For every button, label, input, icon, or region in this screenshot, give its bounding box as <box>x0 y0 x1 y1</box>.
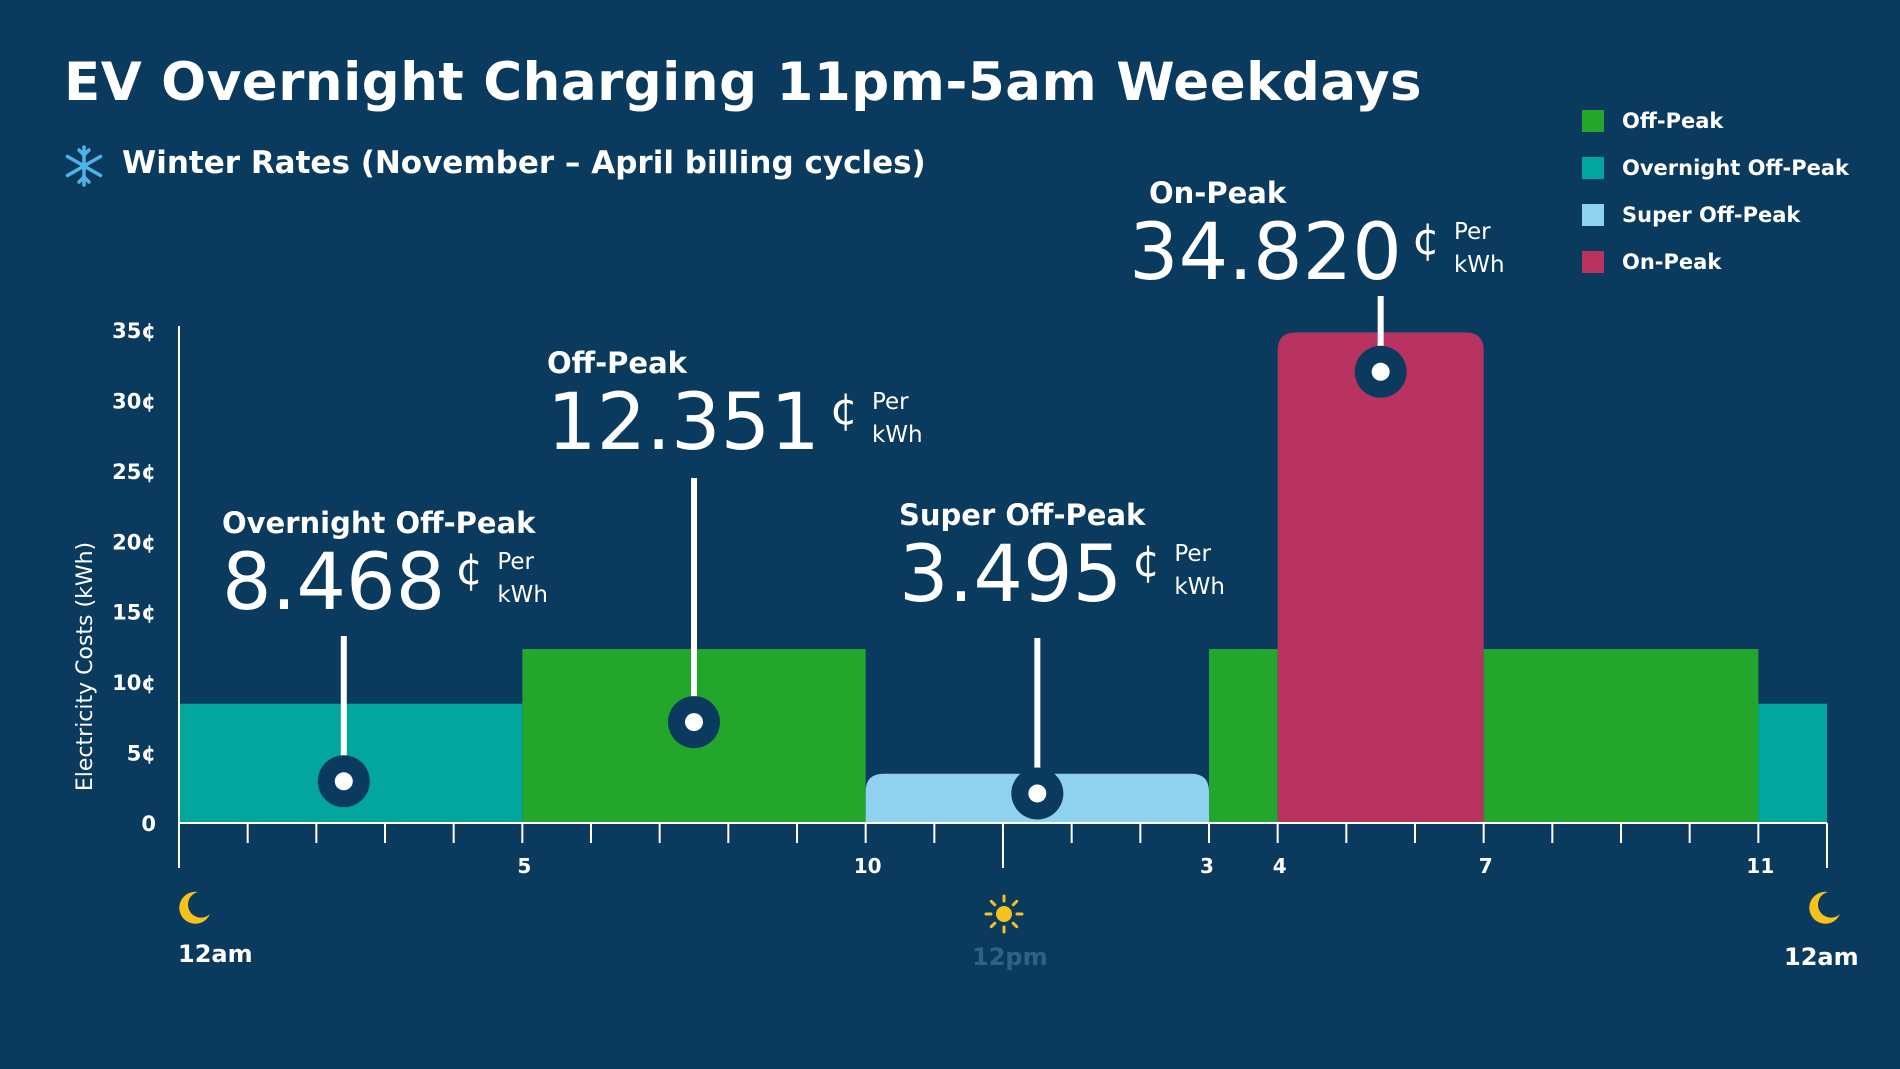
legend-swatch <box>1582 109 1604 132</box>
legend-label: Overnight Off-Peak <box>1622 155 1849 180</box>
annotation-cent: ¢ <box>829 384 858 435</box>
y-tick-label: 10¢ <box>112 671 156 695</box>
legend-item: On-Peak <box>1582 238 1849 285</box>
annotation-unit: Per kWh <box>497 549 548 608</box>
bar-off-peak <box>1209 649 1278 823</box>
legend-item: Super Off-Peak <box>1582 191 1849 238</box>
time-label-start: 12am <box>178 940 253 968</box>
y-tick-label: 0 <box>141 812 156 836</box>
bar-on-peak <box>1277 332 1484 823</box>
time-label-noon: 12pm <box>972 943 1048 971</box>
x-tick-label: 11 <box>1746 854 1774 878</box>
annotation-value: 12.351 <box>547 378 820 468</box>
snowflake-icon <box>65 145 103 187</box>
annotation-name: Overnight Off-Peak <box>222 506 536 540</box>
annotation-off-peak: Off-Peak 12.351 ¢ Per kWh <box>547 346 923 462</box>
time-label-end: 12am <box>1784 943 1859 971</box>
annotation-super-off-peak: Super Off-Peak 3.495 ¢ Per kWh <box>899 498 1225 614</box>
annotation-value: 8.468 <box>222 538 446 628</box>
annotation-marker-dot <box>1371 362 1390 381</box>
legend-swatch <box>1582 156 1604 179</box>
legend-swatch <box>1582 203 1604 226</box>
legend-swatch <box>1582 250 1604 273</box>
annotation-value: 3.495 <box>899 530 1123 620</box>
x-tick-label: 10 <box>854 854 882 878</box>
moon-icon <box>1809 891 1840 924</box>
annotation-name: On-Peak <box>1149 176 1287 210</box>
annotation-unit: Per kWh <box>1174 541 1225 600</box>
chart-subtitle: Winter Rates (November – April billing c… <box>122 145 926 181</box>
chart-title: EV Overnight Charging 11pm-5am Weekdays <box>64 52 1423 113</box>
annotation-unit: Per kWh <box>1453 219 1505 278</box>
annotation-cent: ¢ <box>455 544 484 595</box>
annotation-overnight-off-peak: Overnight Off-Peak 8.468 ¢ Per kWh <box>222 506 548 622</box>
legend-item: Off-Peak <box>1582 97 1849 144</box>
legend-item: Overnight Off-Peak <box>1582 144 1849 191</box>
bar-overnight-off-peak <box>1758 703 1827 823</box>
y-tick-label: 25¢ <box>112 460 156 484</box>
y-axis-label: Electricity Costs (kWh) <box>73 542 98 791</box>
annotation-cent: ¢ <box>1132 536 1161 587</box>
legend: Off-Peak Overnight Off-Peak Super Off-Pe… <box>1582 97 1849 285</box>
x-tick-label: 7 <box>1479 854 1493 878</box>
y-tick-label: 20¢ <box>112 530 156 554</box>
annotation-name: Off-Peak <box>547 346 687 380</box>
x-tick-label: 4 <box>1273 854 1287 878</box>
legend-label: Off-Peak <box>1622 108 1724 133</box>
x-tick-label: 3 <box>1200 854 1214 878</box>
y-tick-label: 15¢ <box>112 601 156 625</box>
sun-icon <box>984 894 1024 934</box>
x-tick-label: 5 <box>517 854 531 878</box>
legend-label: Super Off-Peak <box>1622 202 1801 227</box>
annotation-value: 34.820 <box>1129 208 1402 298</box>
y-tick-label: 30¢ <box>112 389 156 413</box>
annotation-marker-dot <box>1028 784 1047 803</box>
y-tick-label: 5¢ <box>127 742 156 766</box>
y-tick-label: 35¢ <box>112 319 156 343</box>
annotation-unit: Per kWh <box>871 389 923 448</box>
annotation-marker-dot <box>334 772 353 791</box>
annotation-marker-dot <box>685 713 703 732</box>
annotation-cent: ¢ <box>1411 214 1440 265</box>
bar-off-peak <box>1483 649 1759 823</box>
legend-label: On-Peak <box>1622 249 1722 274</box>
moon-icon <box>179 891 210 924</box>
annotation-on-peak: On-Peak 34.820 ¢ Per kWh <box>1129 176 1505 292</box>
annotation-name: Super Off-Peak <box>899 498 1146 532</box>
